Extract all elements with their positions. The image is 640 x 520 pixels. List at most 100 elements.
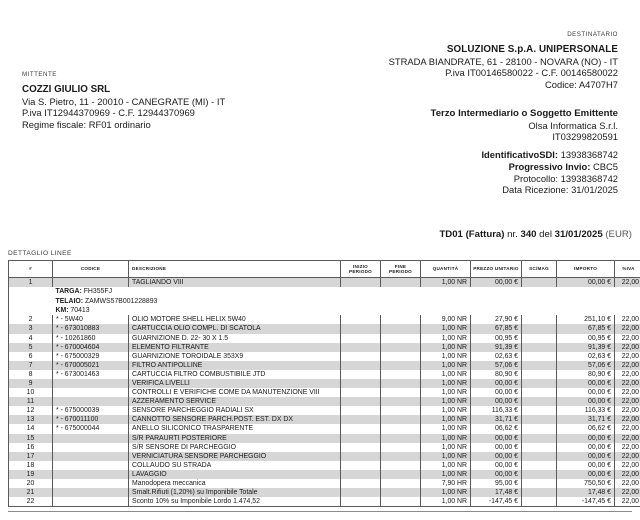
- recipient-address: STRADA BIANDRATE, 61 - 28100 - NOVARA (N…: [388, 55, 618, 67]
- cell-descrizione: VERIFICA LIVELLI: [128, 378, 341, 389]
- cell-fine-periodo: [380, 378, 421, 389]
- cell-codice: * - 675000039: [52, 406, 129, 416]
- cell-codice: * - 675000044: [52, 424, 129, 434]
- cell-importo: 00,00 €: [556, 378, 615, 389]
- cell-index: 18: [8, 460, 53, 470]
- cell-quantita: 1,00 NR: [420, 378, 471, 389]
- intermediary-title: Terzo Intermediario o Soggetto Emittente: [430, 108, 618, 119]
- cell-quantita: 1,00 NR: [420, 488, 471, 498]
- table-row[interactable]: 9 VERIFICA LIVELLI 1,00 NR 00,00 € 00,00 …: [8, 378, 640, 389]
- cell-prezzo-unitario: 00,00 €: [470, 397, 522, 407]
- col-sc-mag: SC/MAG: [521, 260, 557, 278]
- cell-descrizione: TAGLIANDO VIII: [128, 277, 341, 288]
- table-row[interactable]: 12 * - 675000039 SENSORE PARCHEGGIO RADIAL…: [8, 406, 640, 416]
- table-row[interactable]: 10 CONTROLLI E VERIFICHE COME DA MANUTEN…: [8, 388, 640, 398]
- cell-importo: 00,00 €: [556, 433, 615, 443]
- cell-index: 11: [8, 397, 53, 407]
- cell-prezzo-unitario: 06,62 €: [470, 424, 522, 434]
- table-row[interactable]: 15 S/R PARAURTI POSTERIORE 1,00 NR 00,00 …: [8, 433, 640, 443]
- sdi-label: IdentificativoSDI:: [481, 149, 559, 160]
- cell-importo: 02,63 €: [556, 351, 615, 361]
- cell-codice: [52, 479, 129, 489]
- cell-sc-mag: [521, 442, 557, 452]
- cell-importo: -147,45 €: [556, 497, 615, 508]
- cell-index: 8: [8, 369, 53, 379]
- cell-inizio-periodo: [340, 360, 381, 370]
- table-row[interactable]: 17 VERNICIATURA SENSORE PARCHEGGIO 1,00 …: [8, 451, 640, 461]
- cell-prezzo-unitario: 27,90 €: [470, 315, 522, 325]
- cell-descrizione: ANELLO SILICONICO TRASPARENTE: [128, 424, 341, 434]
- cell-descrizione: S/R PARAURTI POSTERIORE: [128, 433, 341, 443]
- cell-inizio-periodo: [340, 424, 381, 434]
- cell-iva: 22,00: [614, 315, 640, 325]
- cell-codice: [52, 460, 129, 470]
- table-row[interactable]: 4 * - 10261860 GUARNIZIONE D. 22- 30 X 1.5…: [8, 333, 640, 343]
- vehicle-info-value: 70413: [68, 306, 90, 314]
- cell-index: 22: [8, 497, 53, 508]
- cell-importo: 116,33 €: [556, 406, 615, 416]
- lines-section-label: DETTAGLIO LINEE: [8, 250, 72, 257]
- cell-importo: 00,00 €: [556, 451, 615, 461]
- cell-inizio-periodo: [340, 497, 381, 508]
- cell-descrizione: CARTUCCIA FILTRO COMBUSTIBILE JTD: [128, 369, 341, 379]
- document-date-label: del: [539, 229, 552, 240]
- cell-fine-periodo: [380, 277, 421, 288]
- table-row[interactable]: 19 LAVAGGIO 1,00 NR 00,00 € 00,00 €22,00: [8, 469, 640, 479]
- cell-inizio-periodo: [340, 369, 381, 379]
- cell-fine-periodo: [380, 342, 421, 352]
- table-row[interactable]: 5 * - 670004604 ELEMENTO FILTRANTE 1,00 NR…: [8, 342, 640, 352]
- cell-sc-mag: [521, 406, 557, 416]
- data-ricezione-value: 31/01/2025: [571, 184, 618, 196]
- cell-prezzo-unitario: 02,63 €: [470, 351, 522, 361]
- invoice-header: DESTINATARIO SOLUZIONE S.p.A. UNIPERSONA…: [14, 0, 626, 212]
- table-row[interactable]: 13 * - 670011100 CANNOTTO SENSORE PARCH.PO…: [8, 415, 640, 425]
- cell-inizio-periodo: [340, 479, 381, 489]
- table-row[interactable]: 20 Manodopera meccanica 7,90 HR 95,00 € 7…: [8, 479, 640, 489]
- cell-descrizione: CONTROLLI E VERIFICHE COME DA MANUTENZIO…: [128, 388, 341, 398]
- cell-prezzo-unitario: 80,90 €: [470, 369, 522, 379]
- table-row[interactable]: 18 COLLAUDO SU STRADA 1,00 NR 00,00 € 00,…: [8, 460, 640, 470]
- cell-fine-periodo: [380, 315, 421, 325]
- cell-sc-mag: [521, 415, 557, 425]
- cell-prezzo-unitario: 17,48 €: [470, 488, 522, 498]
- col-fine-periodo: FINE PERIODO: [380, 260, 421, 278]
- table-row[interactable]: 2 * - 5W40 OLIO MOTORE SHELL HELIX 5W40 9,…: [8, 315, 640, 325]
- vehicle-info-cell: TARGA: FH355FJ: [52, 287, 640, 297]
- cell-codice: [52, 488, 129, 498]
- table-row[interactable]: 1 TAGLIANDO VIII 1,00 NR 00,00 € 00,00 €2…: [8, 277, 640, 288]
- sender-label: MITTENTE: [22, 71, 57, 78]
- cell-iva: 22,00: [614, 451, 640, 461]
- document-number: 340: [520, 229, 537, 240]
- table-row[interactable]: 16 S/R SENSORE DI PARCHEGGIO 1,00 NR 00,0…: [8, 442, 640, 452]
- table-row[interactable]: 3 * - 673010883 CARTUCCIA OLIO COMPL. DI S…: [8, 324, 640, 334]
- sender-block: COZZI GIULIO SRL Via S. Pietro, 11 - 200…: [22, 84, 225, 130]
- vehicle-info-spacer: [8, 287, 53, 297]
- cell-importo: 00,00 €: [556, 388, 615, 398]
- sdi-row: IdentificativoSDI: 13938368742: [481, 149, 618, 161]
- cell-index: 3: [8, 324, 53, 334]
- table-row[interactable]: 11 AZZERAMENTO SERVICE 1,00 NR 00,00 € 00…: [8, 397, 640, 407]
- cell-codice: [52, 388, 129, 398]
- sender-tax-regime: Regime fiscale: RF01 ordinario: [22, 118, 151, 130]
- cell-iva: 22,00: [614, 378, 640, 389]
- cell-iva: 22,00: [614, 415, 640, 425]
- recipient-vat: P.iva IT00146580022 - C.F. 00146580022: [445, 67, 618, 79]
- vehicle-info-row: TARGA: FH355FJ: [8, 287, 640, 297]
- table-row[interactable]: 8 * - 673001463 CARTUCCIA FILTRO COMBUSTIB…: [8, 369, 640, 379]
- cell-importo: 80,90 €: [556, 369, 615, 379]
- table-row[interactable]: 6 * - 675000329 GUARNIZIONE TOROIDALE 353X…: [8, 351, 640, 361]
- protocollo-value: 13938368742: [560, 172, 618, 184]
- table-row[interactable]: 14 * - 675000044 ANELLO SILICONICO TRASPAR…: [8, 424, 640, 434]
- cell-sc-mag: [521, 342, 557, 352]
- table-row[interactable]: 21 Smalt.Rifiuti (1,20%) su Imponibile T…: [8, 488, 640, 498]
- cell-descrizione: OLIO MOTORE SHELL HELIX 5W40: [128, 315, 341, 325]
- recipient-code: Codice: A4707H7: [545, 78, 618, 90]
- cell-sc-mag: [521, 497, 557, 508]
- cell-sc-mag: [521, 469, 557, 479]
- cell-prezzo-unitario: 00,00 €: [470, 277, 522, 288]
- lines-header-row: # CODICE DESCRIZIONE INIZIO PERIODO FINE…: [8, 260, 640, 278]
- lines-table-wrapper: # CODICE DESCRIZIONE INIZIO PERIODO FINE…: [8, 260, 640, 508]
- table-row[interactable]: 22 Sconto 10% su Imponibile Lordo 1.474,…: [8, 497, 640, 508]
- table-row[interactable]: 7 * - 670005021 FILTRO ANTIPOLLINE 1,00 NR…: [8, 360, 640, 370]
- cell-sc-mag: [521, 351, 557, 361]
